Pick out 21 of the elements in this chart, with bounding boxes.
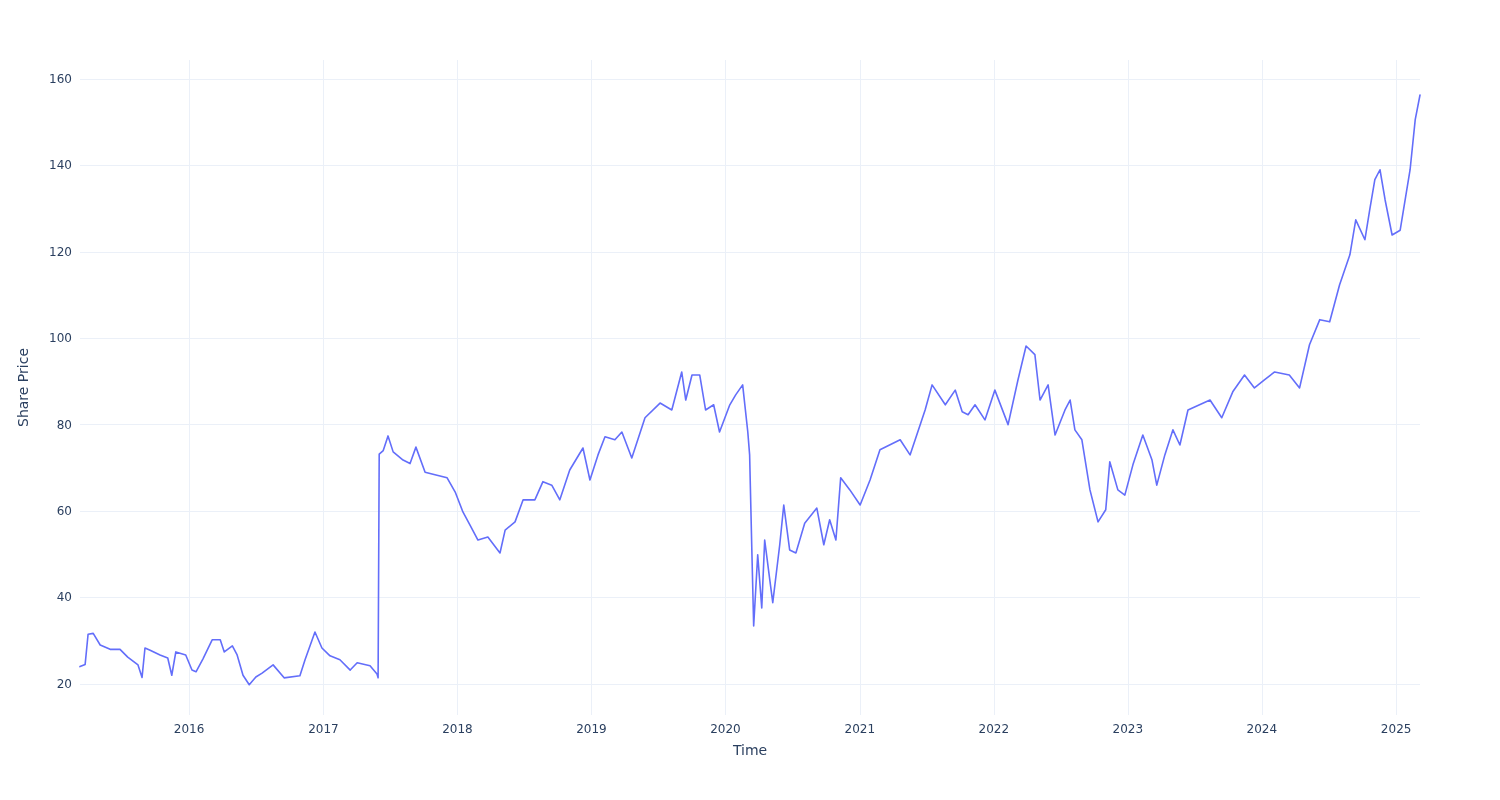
y-tick-label: 100 bbox=[49, 331, 72, 346]
y-axis-title: Share Price bbox=[15, 347, 31, 428]
x-tick-label: 2023 bbox=[1112, 722, 1144, 736]
y-tick-label: 160 bbox=[49, 72, 72, 87]
x-tick-label: 2016 bbox=[173, 722, 205, 736]
x-tick-label: 2019 bbox=[576, 722, 607, 736]
y-tick-label: 60 bbox=[56, 504, 72, 519]
y-tick-label: 20 bbox=[56, 676, 72, 691]
y-tick-label: 140 bbox=[49, 158, 72, 173]
x-tick-label: 2021 bbox=[844, 722, 876, 736]
y-tick-label: 80 bbox=[56, 417, 72, 432]
x-axis-title: Time bbox=[731, 742, 768, 758]
x-tick-label: 2024 bbox=[1246, 722, 1278, 736]
x-tick-label: 2022 bbox=[978, 722, 1010, 736]
line-series bbox=[79, 94, 1421, 686]
x-tick-label: 2018 bbox=[442, 722, 473, 736]
y-tick-label: 120 bbox=[49, 244, 72, 259]
x-tick-label: 2020 bbox=[710, 722, 741, 736]
x-tick-label: 2025 bbox=[1380, 722, 1412, 736]
y-tick-label: 40 bbox=[56, 590, 72, 605]
x-tick-label: 2017 bbox=[308, 722, 339, 736]
